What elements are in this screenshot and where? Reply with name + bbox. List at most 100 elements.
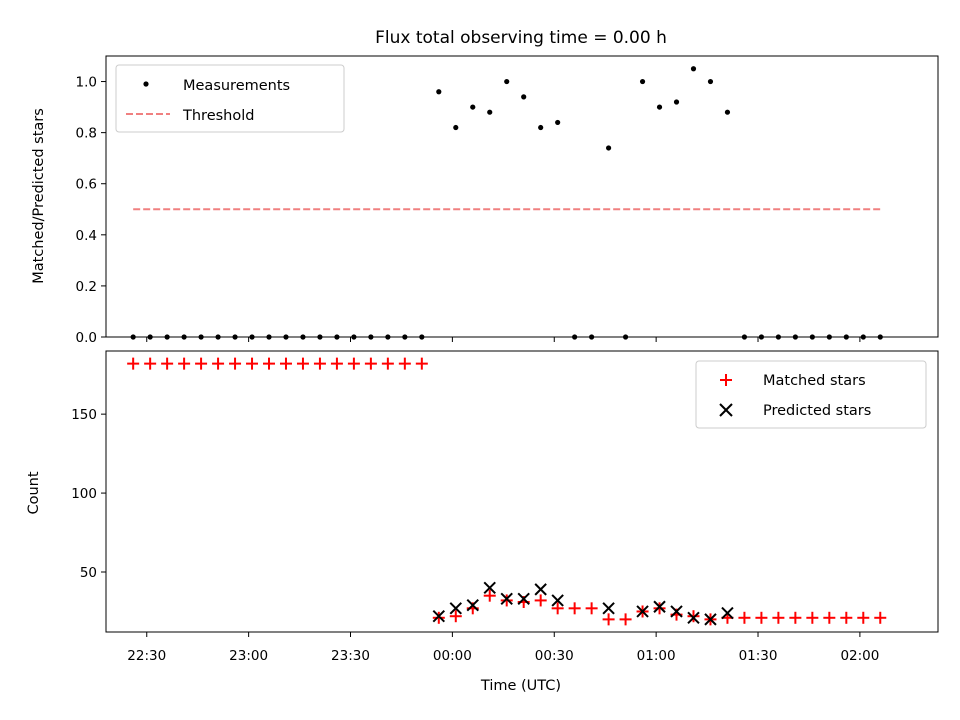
matched-stars-point: [789, 611, 802, 624]
matched-stars-point: [212, 357, 225, 370]
matched-stars-point: [313, 357, 326, 370]
matched-stars-point: [195, 357, 208, 370]
matched-stars-point: [144, 357, 157, 370]
bottom-y-axis-label: Count: [26, 471, 42, 514]
matched-stars-point: [772, 611, 785, 624]
chart-title: Flux total observing time = 0.00 h: [375, 28, 667, 48]
matched-stars-point: [823, 611, 836, 624]
top-y-tick-label: 0.0: [76, 330, 97, 346]
matched-stars-point: [483, 589, 496, 602]
predicted-stars-point: [432, 610, 446, 623]
matched-stars-point: [500, 594, 513, 607]
measurement-point: [639, 78, 646, 85]
legend-measurements-label: Measurements: [183, 78, 290, 94]
measurement-point: [487, 109, 493, 115]
matched-stars-point: [246, 357, 259, 370]
x-axis-label: Time (UTC): [480, 678, 561, 694]
matched-stars-point: [806, 611, 819, 624]
measurement-point: [436, 89, 442, 95]
matched-stars-point: [279, 357, 292, 370]
matched-stars-point: [687, 610, 700, 623]
predicted-stars-point: [602, 602, 615, 615]
measurement-point: [656, 104, 663, 110]
predicted-stars-point: [551, 594, 564, 607]
top-y-tick-label: 0.6: [76, 177, 97, 193]
matched-stars-point: [602, 613, 615, 626]
matched-stars-point: [551, 602, 564, 615]
matched-stars-point: [263, 357, 276, 370]
measurement-point: [538, 124, 544, 131]
matched-stars-point: [840, 611, 853, 624]
x-tick-label: 00:30: [535, 648, 574, 664]
matched-stars-point: [653, 602, 666, 615]
top-panel: 0.0 0.2 0.4 0.6 0.8 1.0: [76, 55, 939, 346]
matched-stars-point: [874, 611, 887, 624]
legend-predicted-marker: [719, 403, 733, 417]
measurement-point: [555, 119, 561, 126]
bottom-y-tick-label: 100: [71, 486, 97, 502]
matched-stars-point: [755, 611, 768, 624]
bottom-y-tick-label: 150: [71, 407, 97, 423]
predicted-stars-point: [653, 600, 666, 613]
top-legend: Measurements Threshold: [115, 64, 345, 133]
matched-stars-point: [585, 602, 598, 615]
predicted-stars-point: [449, 602, 462, 615]
predicted-stars-point: [687, 611, 700, 624]
matched-stars-point: [534, 594, 547, 607]
matched-stars-point: [161, 357, 174, 370]
measurement-point: [724, 109, 731, 115]
matched-stars-point: [398, 357, 411, 370]
matched-stars-point: [296, 357, 309, 370]
matched-stars-point: [415, 357, 428, 370]
top-y-tick-label: 0.2: [76, 279, 97, 295]
x-tick-label: 01:30: [739, 648, 778, 664]
matched-stars-point: [381, 357, 394, 370]
measurement-point: [453, 124, 459, 131]
matched-stars-point: [857, 611, 870, 624]
matched-stars-point: [568, 602, 581, 615]
matched-stars-point: [229, 357, 242, 370]
matched-stars-point: [127, 357, 140, 370]
x-tick-label: 23:00: [229, 648, 268, 664]
legend-measurements-marker: [143, 81, 149, 87]
predicted-stars-point: [704, 613, 717, 626]
measurement-point: [707, 78, 714, 85]
matched-stars-point: [432, 611, 445, 624]
matched-stars-point: [364, 357, 377, 370]
x-tick-label: 01:00: [637, 648, 676, 664]
matched-stars-point: [347, 357, 360, 370]
measurement-point: [690, 66, 697, 72]
measurement-point: [521, 94, 527, 100]
bottom-legend: Matched stars Predicted stars: [695, 360, 927, 429]
top-y-tick-label: 0.8: [76, 126, 97, 142]
x-tick-label: 02:00: [840, 648, 879, 664]
measurement-point: [470, 104, 476, 110]
predicted-stars-point: [500, 592, 513, 606]
measurement-point: [673, 99, 680, 105]
predicted-stars-point: [466, 598, 479, 612]
matched-stars-point: [330, 357, 343, 370]
top-y-tick-label: 1.0: [76, 75, 97, 91]
bottom-plot-frame: [105, 350, 939, 633]
matched-stars-point: [178, 357, 191, 370]
top-y-axis-label: Matched/Predicted stars: [31, 108, 47, 284]
predicted-stars-point: [534, 583, 547, 596]
predicted-stars-point: [636, 605, 649, 618]
top-plot-frame: [105, 55, 939, 338]
top-y-tick-label: 0.4: [76, 228, 97, 244]
predicted-stars-point: [517, 592, 530, 606]
legend-matched-marker: [720, 374, 732, 386]
bottom-panel: 50 100 150 22:30 23:00 23:30 00:00 00:30 01:00 01…: [71, 350, 939, 664]
x-tick-label: 23:30: [331, 648, 370, 664]
x-tick-label: 22:30: [127, 648, 166, 664]
matched-stars-point: [738, 611, 751, 624]
measurement-point: [605, 145, 612, 151]
predicted-stars-point: [483, 581, 496, 595]
predicted-stars-point: [670, 605, 683, 618]
x-tick-label: 00:00: [433, 648, 472, 664]
matched-stars-point: [619, 613, 632, 626]
legend-predicted-label: Predicted stars: [763, 403, 871, 419]
matched-stars-point: [449, 610, 462, 623]
bottom-y-tick-label: 50: [80, 565, 97, 581]
